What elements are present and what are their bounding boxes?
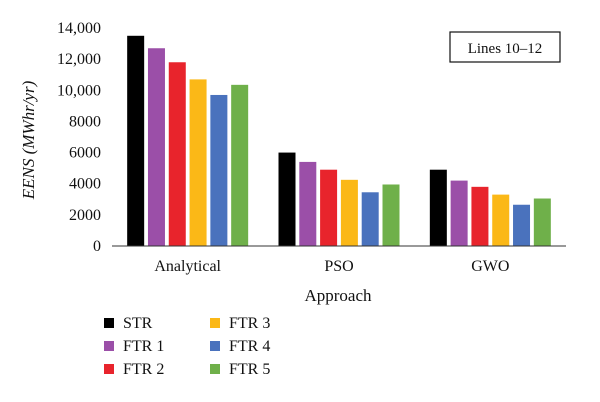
y-tick-label: 10,000 bbox=[57, 82, 101, 99]
bar-str-analytical bbox=[127, 35, 145, 246]
annotation-box: Lines 10–12 bbox=[449, 31, 561, 63]
y-tick-label: 14,000 bbox=[57, 20, 101, 37]
x-tick-label: Analytical bbox=[154, 258, 221, 275]
legend-item-str: STR bbox=[104, 315, 153, 332]
legend-swatch bbox=[104, 341, 114, 351]
bar-ftr-2-analytical bbox=[168, 62, 186, 247]
x-tick-label: PSO bbox=[324, 258, 353, 275]
bar-ftr-3-analytical bbox=[189, 79, 207, 246]
bar-ftr-5-pso bbox=[382, 184, 400, 246]
x-axis-ticks: Analytical PSO GWO bbox=[154, 258, 509, 275]
bar-ftr-2-pso bbox=[320, 169, 338, 246]
legend-swatch bbox=[104, 364, 114, 374]
annotation-frame bbox=[449, 31, 561, 63]
legend-label: FTR 2 bbox=[123, 361, 164, 378]
y-tick-label: 2000 bbox=[69, 207, 101, 224]
legend-swatch bbox=[210, 341, 220, 351]
x-axis-title: Approach bbox=[304, 286, 372, 305]
y-tick-label: 4000 bbox=[69, 176, 101, 193]
bar-ftr-1-pso bbox=[299, 161, 317, 246]
legend: STR FTR 1 FTR 2 FTR 3 FTR 4 FTR 5 bbox=[104, 315, 270, 378]
annotation-label: Lines 10–12 bbox=[468, 41, 543, 57]
bar-str-gwo bbox=[429, 169, 447, 246]
legend-item-ftr-2: FTR 2 bbox=[104, 361, 164, 378]
legend-swatch bbox=[104, 318, 114, 328]
y-tick-label: 8000 bbox=[69, 113, 101, 130]
bars bbox=[127, 35, 551, 247]
bar-ftr-3-pso bbox=[340, 179, 358, 246]
legend-item-ftr-4: FTR 4 bbox=[210, 338, 270, 355]
bar-ftr-1-gwo bbox=[450, 180, 468, 246]
x-tick-label: GWO bbox=[471, 258, 509, 275]
legend-label: FTR 4 bbox=[229, 338, 270, 355]
legend-item-ftr-5: FTR 5 bbox=[210, 361, 270, 378]
legend-label: STR bbox=[123, 315, 153, 332]
y-tick-label: 0 bbox=[93, 238, 101, 255]
bar-ftr-5-gwo bbox=[533, 198, 551, 246]
bar-ftr-2-gwo bbox=[471, 186, 489, 246]
y-axis-ticks: 0 2000 4000 6000 8000 10,000 12,000 14,000 bbox=[57, 20, 101, 255]
bar-str-pso bbox=[278, 152, 296, 246]
legend-item-ftr-3: FTR 3 bbox=[210, 315, 270, 332]
legend-label: FTR 5 bbox=[229, 361, 270, 378]
bar-ftr-4-gwo bbox=[513, 204, 531, 246]
bar-ftr-3-gwo bbox=[492, 194, 510, 246]
legend-swatch bbox=[210, 318, 220, 328]
legend-label: FTR 3 bbox=[229, 315, 270, 332]
bar-ftr-4-pso bbox=[361, 192, 379, 246]
bar-ftr-1-analytical bbox=[147, 48, 165, 246]
legend-item-ftr-1: FTR 1 bbox=[104, 338, 164, 355]
bar-ftr-5-analytical bbox=[231, 84, 249, 246]
legend-swatch bbox=[210, 364, 220, 374]
y-tick-label: 6000 bbox=[69, 145, 101, 162]
y-axis-title: EENS (MWhr/yr) bbox=[19, 80, 38, 200]
y-tick-label: 12,000 bbox=[57, 51, 101, 68]
legend-label: FTR 1 bbox=[123, 338, 164, 355]
bar-ftr-4-analytical bbox=[210, 94, 228, 247]
